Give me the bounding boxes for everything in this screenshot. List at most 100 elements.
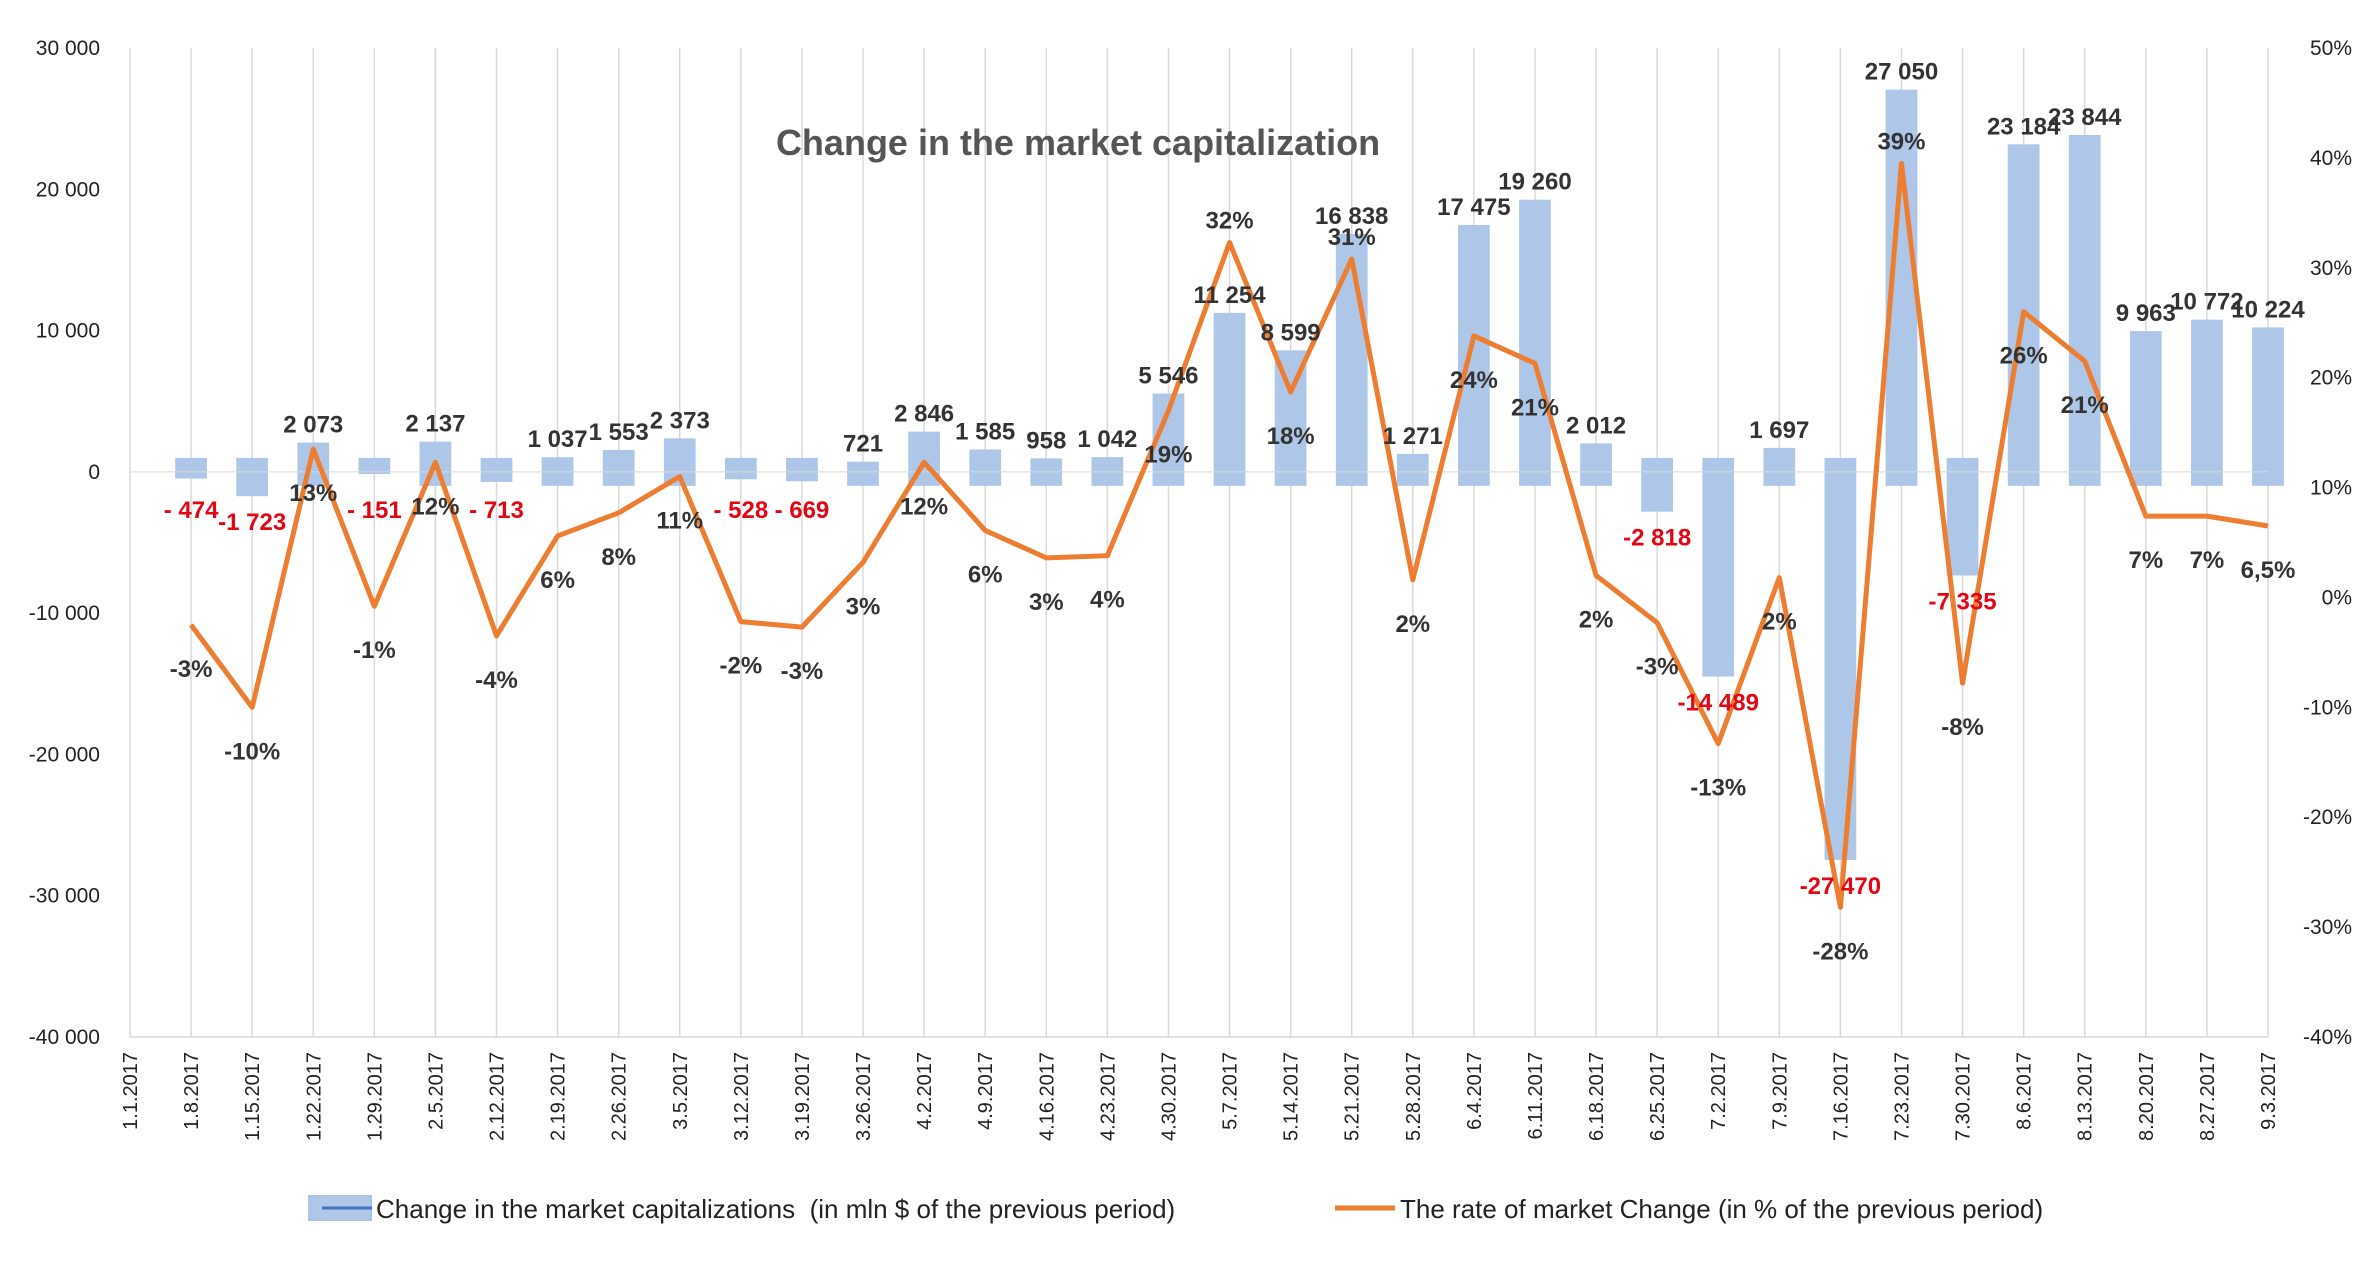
bar-value-label: 2 137 [405, 411, 465, 438]
bar [1458, 224, 1490, 486]
x-tick-label: 4.16.2017 [1036, 1052, 1058, 1141]
bar [1946, 457, 1979, 576]
legend-line-label: The rate of market Change (in % of the p… [1400, 1194, 2043, 1224]
bar-value-label: -1 723 [218, 509, 286, 536]
x-tick-label: 5.28.2017 [1403, 1052, 1425, 1141]
bar-value-label: 2 373 [650, 407, 710, 434]
line-value-label: -2% [720, 653, 763, 680]
bar-value-label: 721 [843, 431, 883, 458]
line-value-label: -3% [1636, 654, 1679, 681]
line-value-label: -3% [170, 656, 213, 683]
y-right-tick-label: 20% [2310, 367, 2352, 390]
x-tick-label: 6.18.2017 [1586, 1052, 1608, 1141]
x-tick-label: 8.27.2017 [2197, 1052, 2219, 1141]
bar-value-label: 1 037 [528, 426, 588, 453]
line-value-label: 2% [1395, 611, 1430, 638]
x-tick-label: 3.26.2017 [853, 1052, 875, 1141]
bar [2129, 331, 2162, 486]
bar-value-label: - 474 [164, 497, 219, 524]
bar-value-label: 23 184 [1987, 113, 2061, 140]
line-value-label: 7% [2190, 547, 2225, 574]
y-left-tick-label: -10 000 [29, 602, 100, 625]
x-tick-label: 5.14.2017 [1281, 1052, 1303, 1141]
bar [2252, 327, 2284, 486]
chart-title: Change in the market capitalization [776, 122, 1380, 163]
bar-value-label: 16 838 [1315, 203, 1388, 230]
x-tick-label: 3.5.2017 [670, 1052, 692, 1130]
bar-value-label: - 713 [469, 497, 524, 524]
bar [175, 457, 207, 479]
bar-value-label: 8 599 [1261, 319, 1321, 346]
x-tick-label: 7.16.2017 [1830, 1052, 1852, 1141]
bar [1702, 457, 1735, 677]
line-data-labels: -3% -10% 13% -1% 12% -4% 6% 8% 11% -2% -3% 3% 12% 6% 3… [170, 128, 2296, 965]
line-value-label: -4% [475, 667, 518, 694]
y-axis-right: 50% 40% 30% 20% 10% 0% -10% -20% -30% -40% [2303, 37, 2352, 1049]
bar-value-label: - 669 [775, 497, 830, 524]
line-value-label: 12% [411, 493, 459, 520]
rate-line [189, 160, 2269, 910]
line-value-label: 6% [968, 561, 1003, 588]
bar [786, 457, 818, 482]
line-value-label: -28% [1812, 938, 1868, 965]
bar [1519, 199, 1551, 486]
line-value-label: 11% [656, 508, 703, 535]
bar-value-label: 10 224 [2231, 296, 2305, 323]
bar-value-label: 1 585 [955, 418, 1015, 445]
bar-value-label: 958 [1026, 427, 1066, 454]
bar-value-label: -2 818 [1623, 525, 1691, 552]
y-right-tick-label: 30% [2310, 257, 2352, 280]
y-right-tick-label: -30% [2303, 916, 2352, 939]
bar-series [175, 89, 2284, 860]
x-tick-label: 6.11.2017 [1525, 1052, 1547, 1140]
bar-value-label: 27 050 [1865, 59, 1938, 86]
line-value-label: 3% [1029, 589, 1064, 616]
line-value-label: 19% [1144, 442, 1192, 469]
x-axis: 1.1.2017 1.8.2017 1.15.2017 1.22.2017 1.29.2… [120, 1036, 2280, 1141]
line-value-label: 6% [540, 567, 575, 594]
y-right-tick-label: 0% [2322, 586, 2352, 609]
bar [480, 457, 513, 482]
bar-value-label: 2 846 [894, 401, 954, 428]
bar [1763, 447, 1796, 486]
bar [1641, 457, 1674, 512]
line-value-label: 21% [2061, 392, 2109, 419]
x-tick-label: 3.19.2017 [792, 1052, 814, 1141]
x-tick-label: 1.29.2017 [364, 1052, 386, 1141]
x-tick-label: 8.6.2017 [2014, 1052, 2036, 1130]
line-value-label: -13% [1690, 775, 1746, 802]
bar-value-label: 1 697 [1749, 417, 1809, 444]
bar [969, 449, 1002, 486]
bar-value-label: 1 271 [1383, 423, 1443, 450]
line-value-label: 18% [1267, 423, 1315, 450]
bar-value-label: -7 335 [1929, 588, 1997, 615]
line-value-label: 21% [1511, 394, 1559, 421]
x-tick-label: 1.8.2017 [181, 1052, 203, 1130]
x-tick-label: 2.5.2017 [425, 1052, 447, 1130]
y-left-tick-label: -40 000 [29, 1026, 100, 1049]
line-series [189, 160, 2269, 910]
x-tick-label: 3.12.2017 [731, 1052, 753, 1141]
bar [847, 461, 879, 486]
line-value-label: 39% [1877, 128, 1925, 155]
x-tick-label: 5.7.2017 [1220, 1052, 1242, 1130]
bar [1335, 233, 1368, 486]
x-tick-label: 5.21.2017 [1342, 1052, 1364, 1141]
bar-value-label: 5 546 [1138, 363, 1198, 390]
grid-lines [129, 48, 2269, 1037]
x-tick-label: 8.13.2017 [2075, 1052, 2097, 1141]
y-right-tick-label: 40% [2310, 147, 2352, 170]
bar-value-label: - 151 [347, 497, 402, 524]
legend-bar-label: Change in the market capitalizations (in… [376, 1194, 1175, 1224]
x-tick-label: 9.3.2017 [2258, 1052, 2280, 1130]
bar-value-label: 9 963 [2116, 300, 2176, 327]
bar [358, 457, 391, 474]
bar [2068, 134, 2101, 486]
bar [1396, 453, 1429, 486]
line-value-label: 13% [289, 480, 337, 507]
y-right-tick-label: -20% [2303, 806, 2352, 829]
line-value-label: 32% [1206, 208, 1254, 235]
y-right-tick-label: 10% [2310, 477, 2352, 500]
line-value-label: -3% [781, 658, 824, 685]
bar-value-label: -27 470 [1800, 873, 1881, 900]
